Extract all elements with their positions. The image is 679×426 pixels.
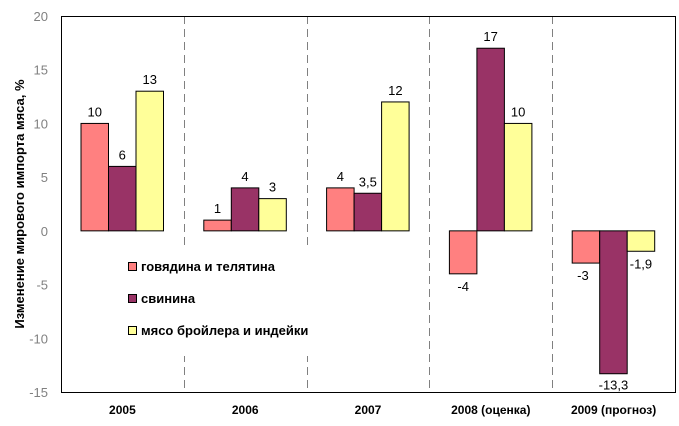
y-tick-label: 10 bbox=[34, 116, 48, 131]
bar-2-0 bbox=[135, 90, 164, 232]
bar-1-1 bbox=[230, 187, 260, 232]
legend-label: мясо бройлера и индейки bbox=[141, 323, 308, 338]
x-tick-label: 2009 (прогноз) bbox=[571, 403, 656, 417]
bar-2-4 bbox=[626, 230, 656, 252]
x-tick-label: 2006 bbox=[232, 403, 259, 417]
data-label: -13,3 bbox=[599, 378, 629, 393]
y-tick-label: 15 bbox=[34, 63, 48, 78]
legend-label: свинина bbox=[141, 291, 196, 306]
legend-swatch bbox=[128, 294, 137, 303]
bar-0-4 bbox=[571, 230, 601, 264]
data-label: 13 bbox=[143, 72, 157, 87]
y-tick-label: 0 bbox=[41, 224, 48, 239]
bar-0-3 bbox=[448, 230, 478, 275]
y-axis-title: Изменение мирового импорта мяса, % bbox=[12, 79, 27, 329]
data-label: 3 bbox=[269, 180, 276, 195]
data-label: 3,5 bbox=[359, 174, 377, 189]
bar-2-3 bbox=[503, 122, 533, 232]
bar-1-3 bbox=[476, 47, 505, 232]
data-label: 17 bbox=[483, 29, 497, 44]
bar-0-0 bbox=[80, 122, 109, 232]
y-tick-label: -5 bbox=[36, 278, 48, 293]
data-label: -4 bbox=[457, 279, 469, 294]
data-label: 1 bbox=[214, 201, 221, 216]
y-tick-label: -10 bbox=[29, 331, 48, 346]
bar-1-0 bbox=[108, 165, 137, 232]
legend-background bbox=[122, 250, 334, 356]
bar-1-2 bbox=[353, 192, 383, 232]
bar-2-1 bbox=[258, 198, 287, 232]
data-label: 6 bbox=[119, 147, 126, 162]
legend-swatch bbox=[128, 262, 137, 271]
plot-area-border bbox=[61, 16, 676, 393]
x-tick-label: 2007 bbox=[355, 403, 382, 417]
data-label: 12 bbox=[388, 83, 402, 98]
legend-swatch bbox=[128, 326, 137, 335]
bar-2-2 bbox=[381, 101, 410, 232]
bar-0-2 bbox=[326, 187, 355, 232]
data-label: 10 bbox=[88, 104, 102, 119]
data-label: -1,9 bbox=[630, 256, 652, 271]
bar-0-1 bbox=[203, 219, 232, 232]
legend-label: говядина и телятина bbox=[141, 259, 276, 274]
x-tick-label: 2008 (оценка) bbox=[451, 403, 530, 417]
y-tick-label: 20 bbox=[34, 9, 48, 24]
x-tick-label: 2005 bbox=[109, 403, 136, 417]
y-tick-label: -15 bbox=[29, 385, 48, 400]
y-tick-label: 5 bbox=[41, 170, 48, 185]
data-label: 4 bbox=[241, 169, 248, 184]
bar-1-4 bbox=[599, 230, 628, 375]
data-label: 4 bbox=[337, 169, 344, 184]
data-label: 10 bbox=[511, 104, 525, 119]
data-label: -3 bbox=[577, 268, 589, 283]
